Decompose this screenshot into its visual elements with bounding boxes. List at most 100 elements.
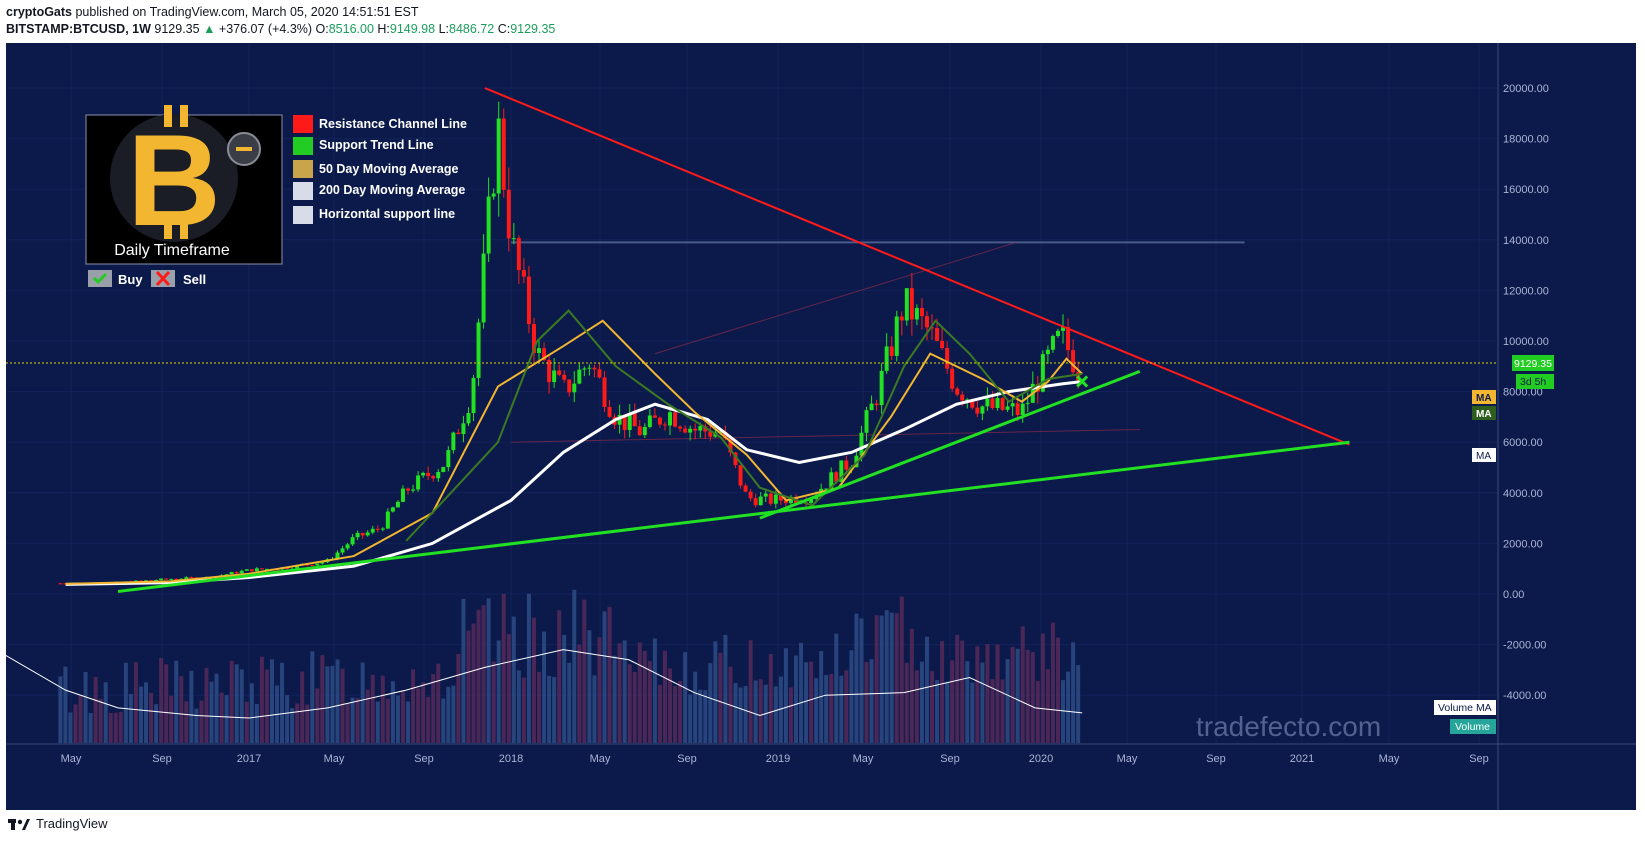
volume-badge-text: Volume — [1455, 721, 1490, 733]
up-arrow-icon: ▲ — [203, 22, 216, 36]
volume-bar — [940, 641, 945, 743]
volume-bar — [1010, 646, 1015, 743]
volume-bar — [461, 598, 466, 743]
volume-bar — [521, 677, 526, 743]
time-tick-label: 2021 — [1290, 753, 1314, 765]
tradingview-logo-icon — [8, 818, 30, 830]
candle-body — [159, 578, 164, 581]
volume-bar — [128, 693, 133, 743]
time-axis[interactable]: May Sep 2017 May Sep 2018 May Sep 2019 May Sep 2020… — [61, 753, 1489, 765]
candle-body — [965, 399, 970, 401]
countdown-badge — [1516, 374, 1554, 389]
candle-body — [834, 472, 839, 482]
candle-body — [909, 288, 914, 320]
volume-bar — [970, 682, 975, 743]
candle-body — [476, 322, 481, 378]
volume-bar — [199, 700, 204, 743]
sell-label: Sell — [183, 272, 206, 287]
close-label: C: — [497, 22, 511, 36]
buy-label: Buy — [118, 272, 143, 287]
candle-body — [1020, 403, 1025, 416]
candle-body — [1066, 327, 1071, 351]
chart-area[interactable]: tradefecto.com B Daily Timeframe Resista… — [0, 43, 1636, 810]
candle-body — [335, 552, 340, 559]
candle-body — [673, 412, 678, 427]
tradingview-brand[interactable]: TradingView — [36, 816, 108, 831]
open-label: O: — [315, 22, 329, 36]
price-tick-label: 20000.00 — [1503, 83, 1549, 95]
volume-bar — [577, 644, 582, 743]
candle-body — [879, 370, 884, 406]
candle-body — [839, 460, 844, 482]
volume-bar — [743, 686, 748, 743]
volume-bar — [123, 662, 128, 743]
bitcoin-b-glyph: B — [127, 107, 221, 253]
volume-bar — [159, 657, 164, 743]
candle-body — [169, 578, 174, 580]
volume-bar — [476, 609, 481, 743]
volume-bar — [315, 688, 320, 743]
volume-bar — [108, 712, 113, 743]
volume-bar — [814, 678, 819, 743]
volume-bar — [340, 668, 345, 743]
volume-bar — [370, 674, 375, 743]
candle-body — [345, 544, 350, 549]
candle-body — [385, 511, 390, 529]
candle-body — [778, 494, 783, 501]
cross-icon — [155, 270, 171, 287]
chart-canvas[interactable]: tradefecto.com B Daily Timeframe Resista… — [0, 43, 1636, 810]
candle-body — [859, 432, 864, 456]
volume-bar — [1000, 679, 1005, 743]
candle-body — [400, 488, 405, 502]
price-tick-label: 14000.00 — [1503, 235, 1549, 247]
candle-body — [572, 383, 577, 393]
volume-bar — [416, 688, 421, 743]
candle-body — [481, 253, 486, 323]
price-tick-label: -2000.00 — [1503, 640, 1546, 652]
volume-bar — [924, 636, 929, 743]
volume-bar — [219, 692, 224, 743]
price-tick-label: 16000.00 — [1503, 184, 1549, 196]
price-badges: 9129.35 3d 5h MA MA MA Volume MA Volume — [1434, 355, 1554, 734]
candle-body — [652, 415, 657, 418]
candle-body — [395, 501, 400, 508]
volume-bar — [768, 654, 773, 743]
volume-bar — [935, 680, 940, 743]
volume-bar — [582, 599, 587, 743]
volume-bar — [466, 630, 471, 743]
volume-bar — [829, 673, 834, 743]
candle-body — [229, 572, 234, 575]
volume-bar — [244, 701, 249, 743]
volume-bar — [788, 687, 793, 743]
volume-bar — [451, 685, 456, 743]
volume-bar — [652, 638, 657, 743]
author-name[interactable]: cryptoGats — [6, 5, 72, 19]
candle-body — [582, 368, 587, 370]
volume-bar — [597, 637, 602, 743]
volume-bar — [264, 669, 269, 743]
candle-body — [436, 471, 441, 479]
volume-bar — [280, 662, 285, 743]
time-tick-label: May — [1117, 753, 1138, 765]
volume-bar — [542, 631, 547, 743]
volume-bar — [229, 660, 234, 743]
symbol-label[interactable]: BITSTAMP:BTCUSD, 1W — [6, 22, 151, 36]
candle-body — [985, 398, 990, 407]
volume-bar — [88, 713, 93, 743]
volume-bar — [592, 675, 597, 743]
time-tick-label: Sep — [152, 753, 172, 765]
candle-body — [526, 276, 531, 325]
candle-body — [1005, 406, 1010, 410]
legend-swatch-horizontal — [293, 206, 313, 224]
volume-bar — [869, 659, 874, 743]
candle-body — [763, 493, 768, 497]
volume-bar — [436, 663, 441, 743]
volume-bar — [945, 682, 950, 743]
candle-body — [1045, 349, 1050, 355]
candle-body — [431, 476, 436, 479]
volume-bar — [531, 617, 536, 743]
price-tick-label: 8000.00 — [1503, 387, 1543, 399]
price-tick-label: 2000.00 — [1503, 538, 1543, 550]
candle-body — [350, 537, 355, 545]
price-axis[interactable]: 20000.00 18000.00 16000.00 14000.00 12000.00… — [1503, 83, 1549, 702]
